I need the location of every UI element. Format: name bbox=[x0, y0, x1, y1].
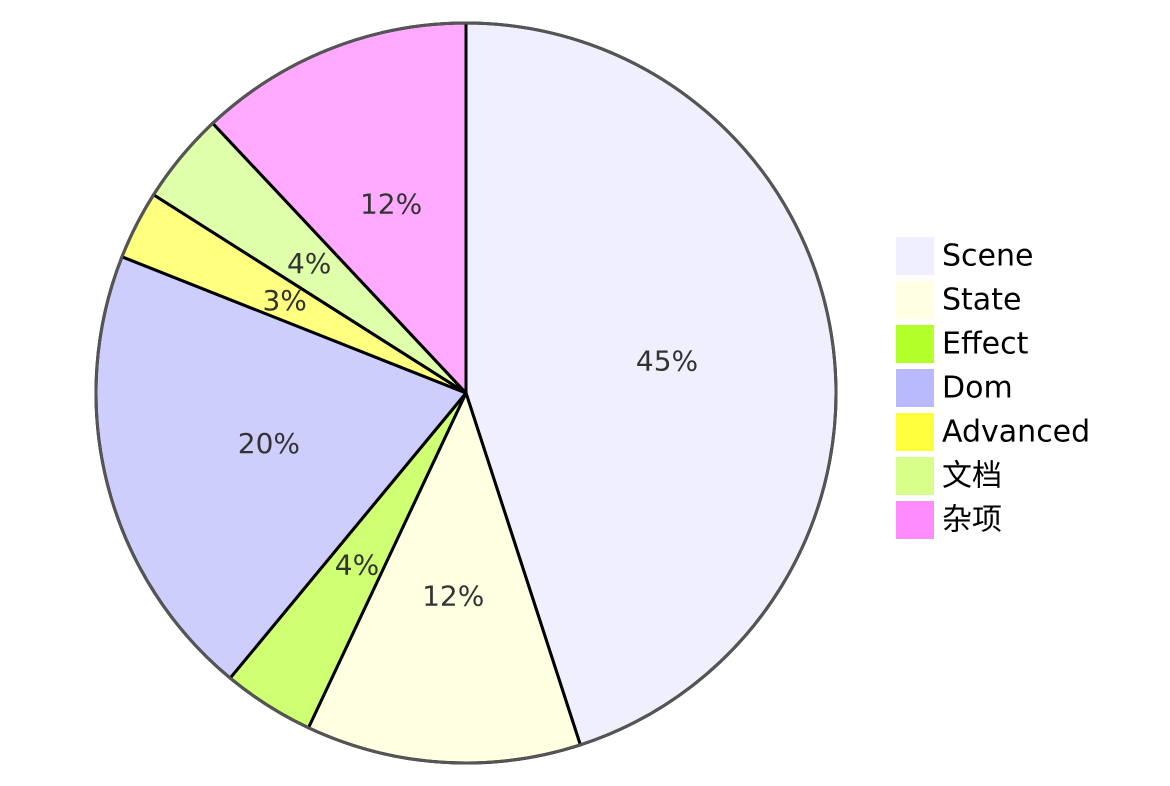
slice-percent-label: 45% bbox=[636, 345, 698, 378]
slice-percent-label: 12% bbox=[422, 580, 484, 613]
legend-item: Effect bbox=[896, 325, 1029, 363]
legend-label: 杂项 bbox=[942, 503, 1002, 538]
legend-swatch bbox=[896, 413, 934, 451]
slice-percent-label: 20% bbox=[238, 427, 300, 460]
pie-outline bbox=[94, 21, 838, 765]
legend-swatch bbox=[896, 457, 934, 495]
legend-label: 文档 bbox=[942, 459, 1002, 494]
slice-percent-label: 4% bbox=[287, 247, 331, 280]
legend-label: Scene bbox=[942, 239, 1033, 274]
legend-item: Dom bbox=[896, 369, 1013, 407]
legend-label: Effect bbox=[942, 327, 1029, 362]
legend-label: State bbox=[942, 283, 1021, 318]
legend-item: 杂项 bbox=[896, 501, 1002, 539]
legend-item: State bbox=[896, 281, 1021, 319]
legend-swatch bbox=[896, 325, 934, 363]
legend-label: Dom bbox=[942, 371, 1013, 406]
legend-item: Advanced bbox=[896, 413, 1090, 451]
slice-percent-label: 3% bbox=[262, 284, 306, 317]
legend-swatch bbox=[896, 237, 934, 275]
legend-swatch bbox=[896, 369, 934, 407]
legend-swatch bbox=[896, 501, 934, 539]
legend-item: 文档 bbox=[896, 457, 1002, 495]
slice-percent-label: 12% bbox=[360, 187, 422, 220]
legend-swatch bbox=[896, 281, 934, 319]
slice-labels: 45% 12% 4% 20% 3% 4% 12% bbox=[238, 187, 698, 612]
slice-percent-label: 4% bbox=[335, 548, 379, 581]
pie-slices bbox=[94, 21, 838, 765]
legend-label: Advanced bbox=[942, 415, 1090, 450]
legend-item: Scene bbox=[896, 237, 1033, 275]
